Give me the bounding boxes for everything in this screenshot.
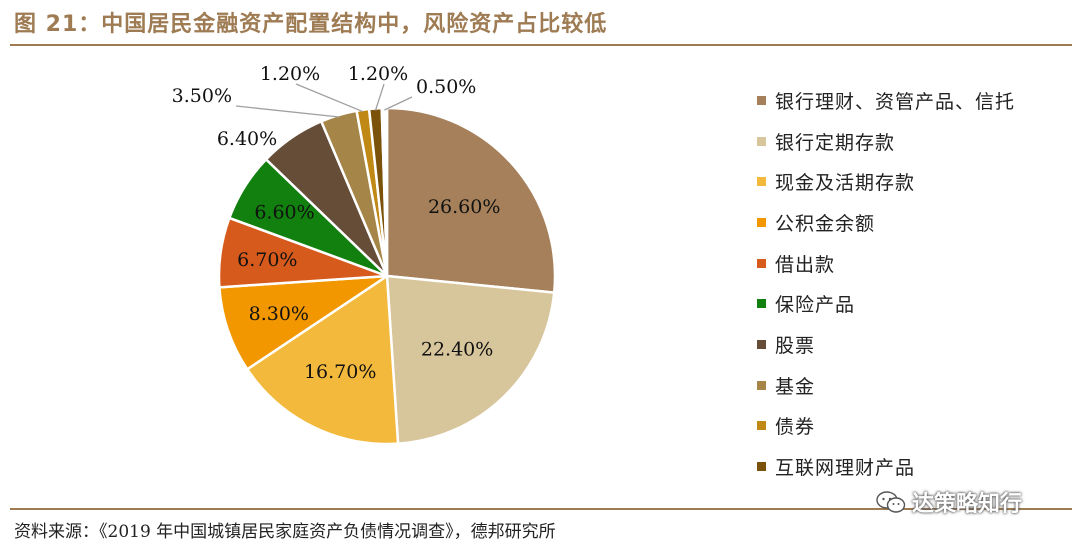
legend-item: 现金及活期存款 xyxy=(757,161,1015,202)
pie-leader-line xyxy=(384,96,413,111)
legend-swatch xyxy=(757,177,766,187)
watermark: 达策略知行 xyxy=(876,486,1022,518)
legend-item: 借出款 xyxy=(757,243,1015,284)
legend-swatch xyxy=(757,95,766,105)
legend-swatch xyxy=(757,339,766,349)
pie-slice xyxy=(385,106,557,294)
pie-data-label: 16.70% xyxy=(304,361,376,383)
legend-label: 公积金余额 xyxy=(775,212,876,235)
legend-label: 现金及活期存款 xyxy=(775,172,916,195)
pie-leader-line xyxy=(295,83,364,113)
legend-swatch xyxy=(757,380,766,390)
pie-data-label: 26.60% xyxy=(428,196,500,218)
pie-slice xyxy=(218,274,389,371)
pie-slice xyxy=(385,274,556,445)
legend-swatch xyxy=(757,462,766,472)
pie-data-label: 22.40% xyxy=(421,338,493,360)
footer-divider xyxy=(10,508,1072,510)
title-divider xyxy=(10,44,1072,46)
legend-label: 股票 xyxy=(775,334,816,357)
pie-labels: 26.60% 22.40% 16.70% 8.30% 6.70% 6.60% 6.40% 3.… xyxy=(172,63,501,383)
legend-label: 基金 xyxy=(775,375,816,398)
legend-swatch xyxy=(757,258,766,268)
legend-label: 保险产品 xyxy=(775,294,856,317)
pie-data-label: 0.50% xyxy=(416,76,476,98)
pie-slice xyxy=(380,106,389,278)
source-note: 资料来源：《2019 年中国城镇居民家庭资产负债情况调查》，德邦研究所 xyxy=(14,522,556,542)
legend-label: 银行理财、资管产品、信托 xyxy=(775,90,1016,113)
chart-legend: 银行理财、资管产品、信托 银行定期存款 现金及活期存款 公积金余额借出款保险产品股票基… xyxy=(757,80,1015,487)
pie-data-label: 6.70% xyxy=(237,249,297,271)
legend-item: 债券 xyxy=(757,406,1015,447)
pie-slice xyxy=(246,274,400,446)
legend-label: 借出款 xyxy=(775,253,836,276)
pie-data-label: 3.50% xyxy=(172,85,232,107)
legend-label: 互联网理财产品 xyxy=(775,457,916,480)
legend-swatch xyxy=(757,421,766,431)
pie-data-label: 6.40% xyxy=(217,128,277,150)
pie-leader-line xyxy=(235,105,340,118)
legend-label: 债券 xyxy=(775,416,816,439)
pie-data-label: 8.30% xyxy=(249,303,309,325)
legend-item: 基金 xyxy=(757,365,1015,406)
watermark-text: 达策略知行 xyxy=(912,492,1023,517)
pie-leader-line xyxy=(374,83,385,111)
legend-item: 互联网理财产品 xyxy=(757,446,1015,487)
legend-swatch xyxy=(757,136,766,146)
pie-slices xyxy=(217,106,557,446)
pie-data-label: 1.20% xyxy=(348,63,408,85)
pie-data-label: 1.20% xyxy=(260,63,320,85)
figure-title: 图 21：中国居民金融资产配置结构中，风险资产占比较低 xyxy=(14,12,608,37)
legend-item: 银行定期存款 xyxy=(757,121,1015,162)
pie-leader-lines xyxy=(235,83,413,118)
legend-item: 银行理财、资管产品、信托 xyxy=(757,80,1015,121)
legend-label: 银行定期存款 xyxy=(775,131,896,154)
wechat-icon xyxy=(876,491,906,513)
legend-item: 保险产品 xyxy=(757,283,1015,324)
legend-item: 股票 xyxy=(757,324,1015,365)
legend-swatch xyxy=(757,217,766,227)
legend-item: 公积金余额 xyxy=(757,202,1015,243)
legend-swatch xyxy=(757,299,766,309)
pie-data-label: 6.60% xyxy=(254,202,314,224)
